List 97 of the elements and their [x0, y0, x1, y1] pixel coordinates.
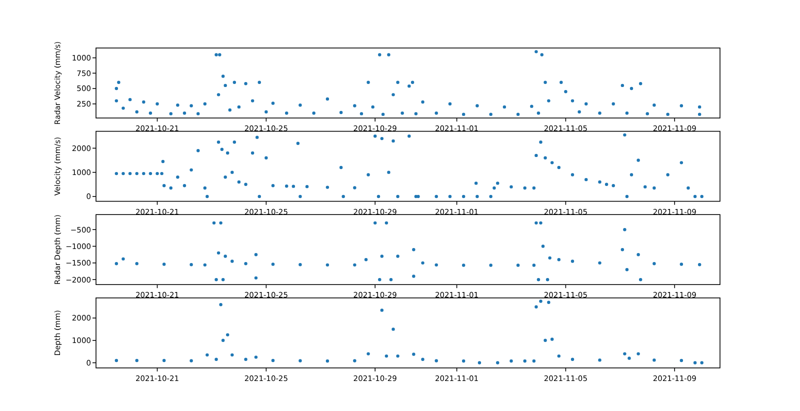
point [122, 257, 125, 261]
point [628, 356, 631, 360]
point [226, 333, 230, 336]
point [550, 338, 554, 341]
point [378, 278, 382, 282]
point [380, 254, 384, 258]
point [216, 251, 220, 255]
point [652, 358, 656, 362]
point [548, 256, 552, 260]
point [534, 221, 538, 225]
point [489, 264, 492, 267]
point [412, 248, 416, 252]
point [162, 358, 166, 362]
point [546, 278, 550, 282]
point [212, 221, 216, 225]
point [623, 352, 626, 356]
point [700, 361, 704, 364]
point [364, 258, 368, 262]
point [396, 254, 400, 258]
point [539, 300, 542, 303]
point [412, 274, 416, 278]
point [534, 305, 538, 308]
point [636, 352, 640, 356]
point [532, 264, 536, 267]
point [219, 221, 222, 225]
point [532, 359, 536, 363]
point [539, 221, 542, 225]
point [598, 261, 602, 265]
point [190, 263, 193, 266]
point [557, 258, 560, 262]
point [636, 253, 640, 256]
point [693, 361, 697, 364]
point [135, 262, 138, 266]
point [462, 359, 466, 363]
point [462, 264, 466, 267]
point [510, 359, 513, 363]
point [496, 361, 500, 364]
point [680, 262, 684, 266]
point [384, 354, 388, 358]
point [421, 358, 424, 361]
point [478, 361, 482, 364]
point [536, 278, 540, 282]
point [523, 359, 526, 363]
point [652, 262, 656, 266]
point [219, 303, 222, 306]
point [254, 276, 258, 280]
point [698, 263, 702, 266]
point [396, 354, 400, 358]
point [214, 358, 218, 361]
point [298, 263, 302, 266]
point [389, 278, 393, 282]
point [230, 260, 234, 263]
point [384, 221, 388, 225]
point [114, 262, 118, 266]
point [625, 268, 629, 272]
point [680, 358, 684, 362]
point [557, 354, 560, 358]
point [638, 278, 642, 282]
point [271, 358, 275, 362]
point [412, 352, 416, 356]
point [114, 358, 118, 362]
point [190, 359, 193, 362]
point [380, 308, 384, 312]
point [598, 358, 602, 362]
point [516, 264, 520, 267]
point [374, 221, 377, 225]
point [214, 278, 218, 282]
point [244, 262, 248, 266]
point [570, 358, 574, 361]
point [221, 278, 225, 282]
point [206, 353, 209, 357]
point [434, 263, 438, 267]
point [620, 248, 624, 252]
point [541, 244, 545, 248]
point [547, 300, 550, 304]
point [244, 358, 248, 361]
point [271, 262, 275, 266]
point [544, 338, 547, 342]
point [434, 359, 438, 362]
point [135, 358, 138, 362]
point [392, 328, 395, 331]
point [298, 359, 302, 362]
point [254, 253, 258, 256]
point [254, 356, 258, 359]
point [570, 260, 574, 263]
point [623, 228, 626, 232]
point [203, 263, 207, 267]
point [353, 263, 356, 267]
point [326, 359, 330, 363]
point [221, 338, 225, 342]
point [353, 359, 356, 362]
point [366, 352, 370, 356]
point [162, 262, 166, 266]
point [326, 263, 330, 267]
point [224, 254, 227, 258]
point [230, 353, 234, 357]
point [421, 261, 424, 265]
